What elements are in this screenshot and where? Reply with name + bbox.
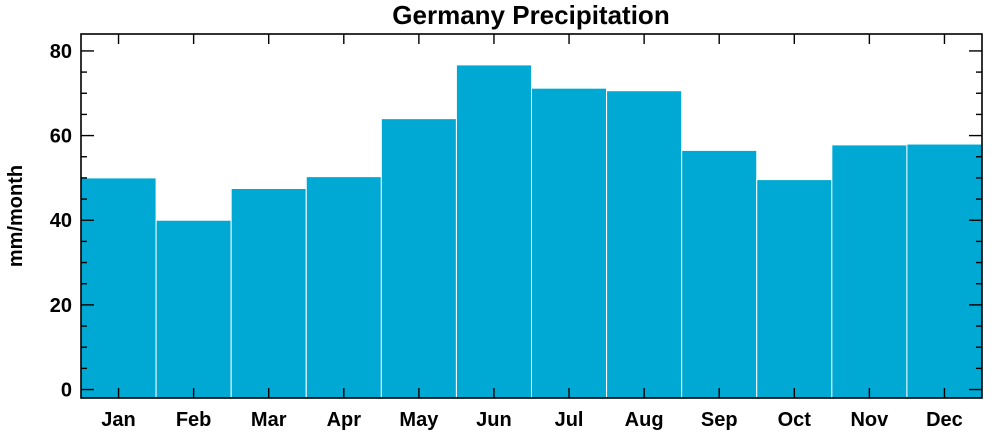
bar-feb — [155, 219, 232, 399]
bar-jan — [80, 177, 157, 399]
bar-jul — [531, 87, 608, 399]
y-tick-label: 60 — [50, 126, 72, 148]
x-tick-label-aug: Aug — [625, 409, 664, 431]
x-tick-label-sep: Sep — [701, 409, 738, 431]
x-tick-label-oct: Oct — [778, 409, 812, 431]
x-tick-label-feb: Feb — [176, 409, 212, 431]
x-tick-label-jul: Jul — [555, 409, 584, 431]
y-tick-label: 20 — [50, 295, 72, 317]
bar-mar — [230, 187, 307, 399]
x-tick-label-apr: Apr — [327, 409, 362, 431]
bar-sep — [681, 149, 758, 399]
x-tick-label-may: May — [399, 409, 439, 431]
bar-jun — [455, 64, 532, 399]
ticks-layer: 0 20 40 60 80 Jan Feb Mar Apr May Jun Jul Aug Sep Oct N… — [50, 34, 982, 431]
y-axis-label: mm/month — [5, 165, 27, 267]
bar-aug — [606, 90, 683, 399]
y-tick-label: 0 — [61, 380, 72, 402]
bar-dec — [906, 143, 983, 399]
y-tick-label: 80 — [50, 41, 72, 63]
x-tick-label-nov: Nov — [850, 409, 889, 431]
bars-layer — [80, 64, 983, 399]
chart-title: Germany Precipitation — [392, 0, 669, 30]
x-tick-label-dec: Dec — [926, 409, 963, 431]
x-tick-label-jun: Jun — [476, 409, 512, 431]
bar-apr — [305, 176, 382, 399]
x-tick-label-mar: Mar — [251, 409, 287, 431]
y-tick-label: 40 — [50, 210, 72, 232]
x-tick-label-jan: Jan — [101, 409, 135, 431]
bar-may — [380, 118, 457, 399]
plot-frame — [80, 33, 983, 399]
bar-nov — [831, 144, 908, 399]
bar-oct — [756, 179, 833, 399]
